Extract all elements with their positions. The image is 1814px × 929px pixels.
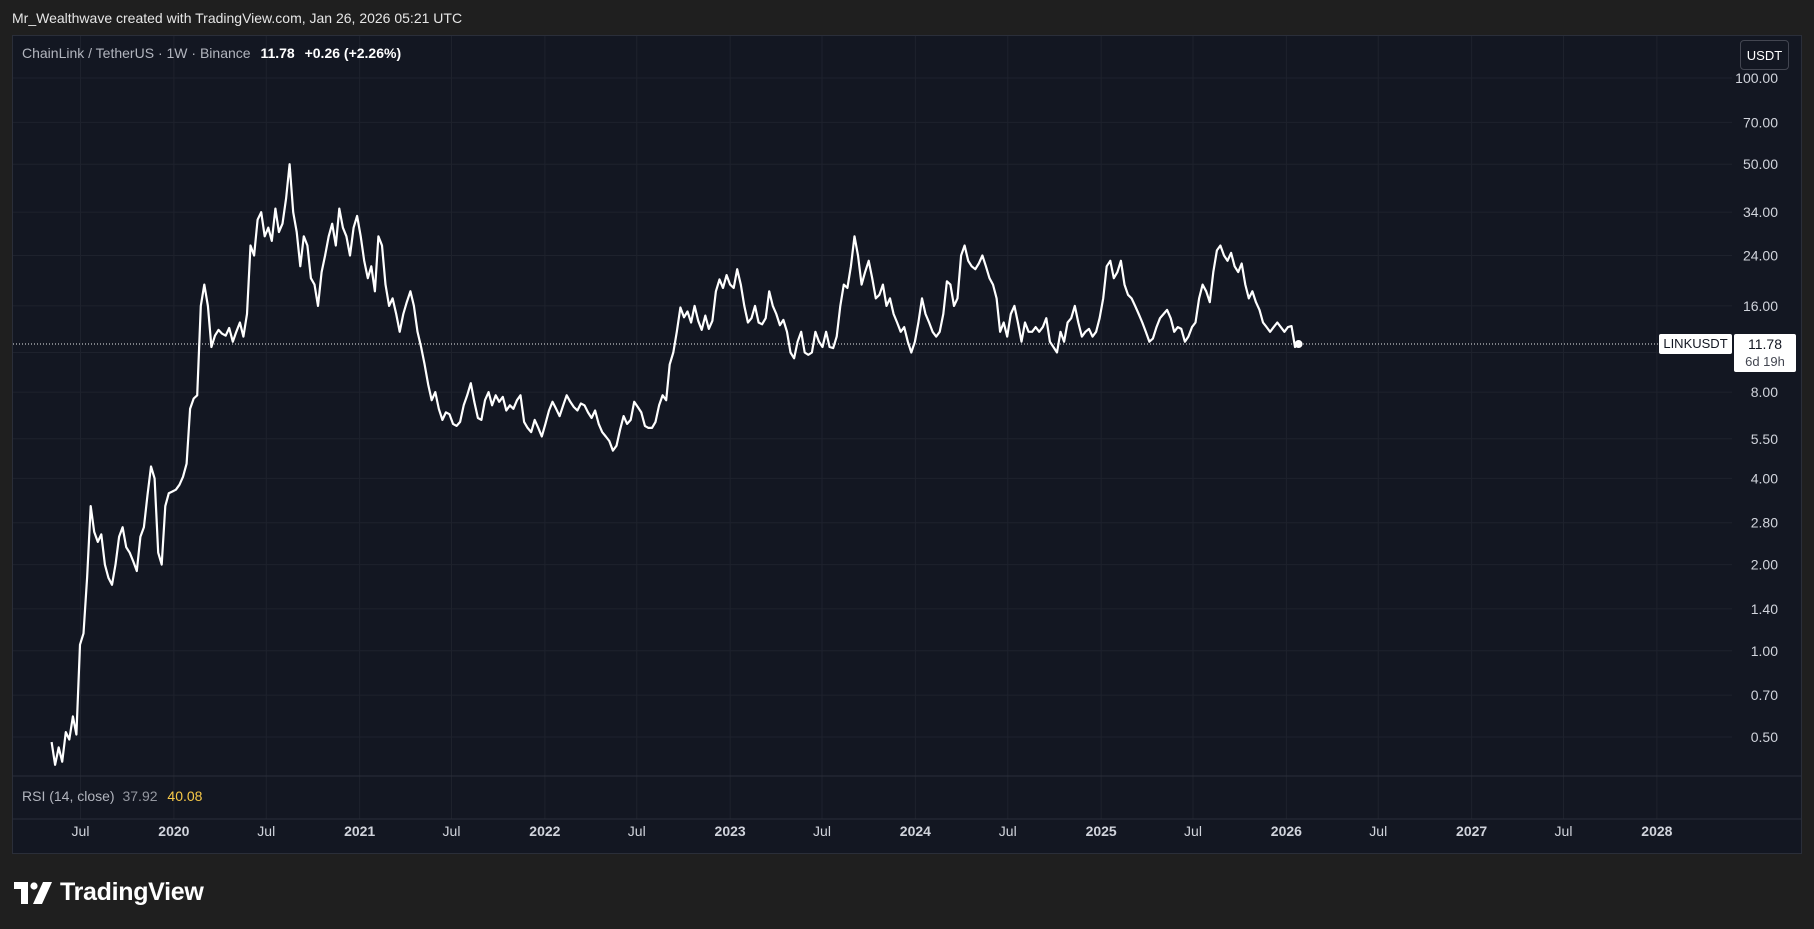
price-axis-label: 34.00 [1743, 204, 1778, 220]
legend-separator: · [191, 45, 197, 61]
time-axis-label: 2024 [900, 823, 931, 839]
tradingview-logo: TradingView [14, 878, 204, 907]
legend-symbol: ChainLink / TetherUS [22, 45, 155, 61]
price-axis-label: 2.80 [1751, 515, 1778, 531]
last-price-dot [1294, 340, 1303, 349]
price-axis-label: 5.50 [1751, 431, 1778, 447]
symbol-legend[interactable]: ChainLink / TetherUS · 1W · Binance 11.7… [22, 45, 401, 61]
price-axis-label: 4.00 [1751, 470, 1778, 486]
time-axis-label: 2022 [529, 823, 560, 839]
time-axis-label: 2021 [344, 823, 375, 839]
legend-interval: 1W [166, 45, 188, 61]
time-axis: Jul 2020 Jul 2021 Jul 2022 Jul 2023 Jul 2024 Jul 20… [72, 823, 1673, 839]
currency-button[interactable]: USDT [1740, 40, 1789, 70]
time-axis-label: Jul [628, 823, 646, 839]
price-axis: 0.500.701.001.402.002.804.005.508.0011.0… [1735, 70, 1778, 745]
time-axis-label: 2027 [1456, 823, 1487, 839]
last-price-value: 11.78 [1748, 336, 1782, 352]
price-axis-label: 0.50 [1751, 729, 1778, 745]
chart-attribution: Mr_Wealthwave created with TradingView.c… [12, 10, 463, 26]
time-axis-label: Jul [1555, 823, 1573, 839]
price-axis-label: 50.00 [1743, 156, 1778, 172]
bar-countdown: 6d 19h [1745, 354, 1785, 369]
time-axis-label: Jul [999, 823, 1017, 839]
time-axis-label: Jul [1369, 823, 1387, 839]
rsi-ma-value: 40.08 [167, 788, 203, 804]
rsi-value: 37.92 [122, 788, 158, 804]
time-axis-label: Jul [1184, 823, 1202, 839]
last-price-label: 11.78 6d 19h [1734, 334, 1796, 372]
time-axis-label: Jul [72, 823, 90, 839]
grid-lines [13, 36, 1732, 819]
time-axis-label: Jul [443, 823, 461, 839]
price-axis-label: 16.00 [1743, 298, 1778, 314]
price-axis-label: 1.00 [1751, 643, 1778, 659]
time-axis-label: 2023 [715, 823, 746, 839]
time-axis-label: 2025 [1086, 823, 1117, 839]
time-axis-label: Jul [813, 823, 831, 839]
tradingview-logo-text: TradingView [60, 878, 204, 906]
price-axis-label: 70.00 [1743, 114, 1778, 130]
legend-change: +0.26 (+2.26%) [304, 45, 402, 61]
time-axis-label: Jul [257, 823, 275, 839]
price-axis-label: 100.00 [1735, 70, 1778, 86]
tradingview-logo-icon [14, 881, 52, 904]
series-line-linkusdt [50, 163, 1300, 766]
price-axis-label: 1.40 [1751, 601, 1778, 617]
time-axis-label: 2020 [158, 823, 189, 839]
price-axis-label: 2.00 [1751, 557, 1778, 573]
price-axis-label: 8.00 [1751, 384, 1778, 400]
chart-pane[interactable] [12, 35, 1802, 854]
time-axis-label: 2028 [1641, 823, 1672, 839]
price-axis-label: 24.00 [1743, 248, 1778, 264]
rsi-legend[interactable]: RSI (14, close) 37.92 40.08 [22, 788, 202, 804]
price-axis-label: 0.70 [1751, 687, 1778, 703]
time-axis-label: 2026 [1271, 823, 1302, 839]
symbol-price-label: LINKUSDT [1659, 334, 1732, 354]
rsi-label: RSI (14, close) [22, 788, 115, 804]
legend-exchange: Binance [199, 45, 251, 61]
legend-last-price: 11.78 [260, 45, 295, 61]
legend-separator: · [157, 45, 163, 61]
